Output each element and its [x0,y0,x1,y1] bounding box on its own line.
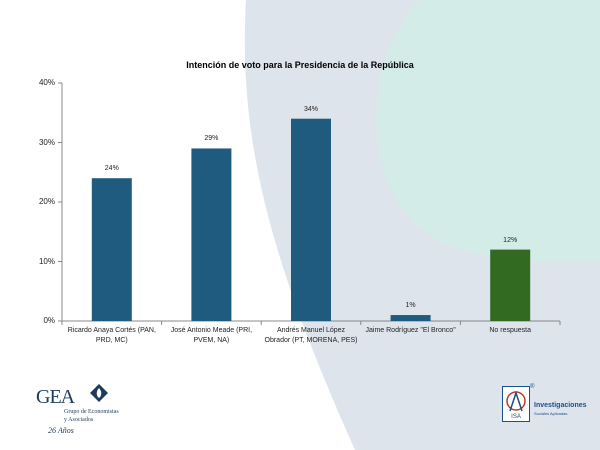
x-category-label: Andrés Manuel López Obrador (PT, MORENA, … [263,326,359,346]
x-category-label-line: Ricardo Anaya Cortés (PAN, [67,327,156,334]
x-category-label: José Antonio Meade (PRI, PVEM, NA) [163,326,259,346]
data-label: 34% [303,105,318,113]
x-category-label-line: Andrés Manuel López [276,327,346,334]
bar [291,118,331,321]
x-category-label-line: PRD, MC) [95,337,128,344]
background-teal-shape [376,0,600,262]
gea-subtitle-line-1: Grupo de Economistas [64,409,119,415]
bar [91,178,132,321]
gea-years: 26 Años [48,426,74,435]
gea-logo-text: GEA [36,386,75,408]
data-label: 29% [204,135,219,143]
y-tick-label: 10% [38,256,55,266]
bar [390,315,431,321]
isa-mark-icon: ISA [502,386,530,422]
data-label: 1% [405,302,416,310]
x-category-label-line: PVEM, NA) [193,337,230,344]
y-tick-label: 30% [38,137,55,147]
x-category-label-line: Jaime Rodríguez "El Bronco" [365,327,456,334]
x-category-label-line: José Antonio Meade (PRI, [170,327,253,334]
gea-subtitle-line-2: y Asociados [64,417,94,423]
bar [191,148,232,321]
y-tick-label: 20% [38,197,55,206]
x-category-label: No respuesta [462,326,558,336]
x-category-label-line: No respuesta [489,327,531,334]
x-category-label-line: Obrador (PT, MORENA, PES) [264,337,358,344]
x-category-label: Ricardo Anaya Cortés (PAN, PRD, MC) [64,326,160,346]
gea-logo: GEA Grupo de Economistas y Asociados 26 … [24,382,124,442]
data-label: 24% [104,165,119,173]
bar [490,249,531,321]
y-tick-label: 0% [43,316,55,325]
x-category-label: Jaime Rodríguez "El Bronco" [363,326,459,336]
gea-logo-subtitle: Grupo de Economistas y Asociados [64,408,119,424]
chart-title: Intención de voto para la Presidencia de… [186,60,414,70]
isa-logo-name: Investigaciones [534,402,587,409]
isa-logo-subtitle: Sociales Aplicadas [534,411,568,416]
isa-logo: ISA ® Investigaciones Sociales Aplicadas [502,384,598,428]
gea-mark-icon [90,384,108,402]
y-tick-label: 40% [38,78,55,87]
isa-registered: ® [530,384,535,390]
data-label: 12% [503,236,518,244]
isa-mark-text: ISA [511,414,521,420]
